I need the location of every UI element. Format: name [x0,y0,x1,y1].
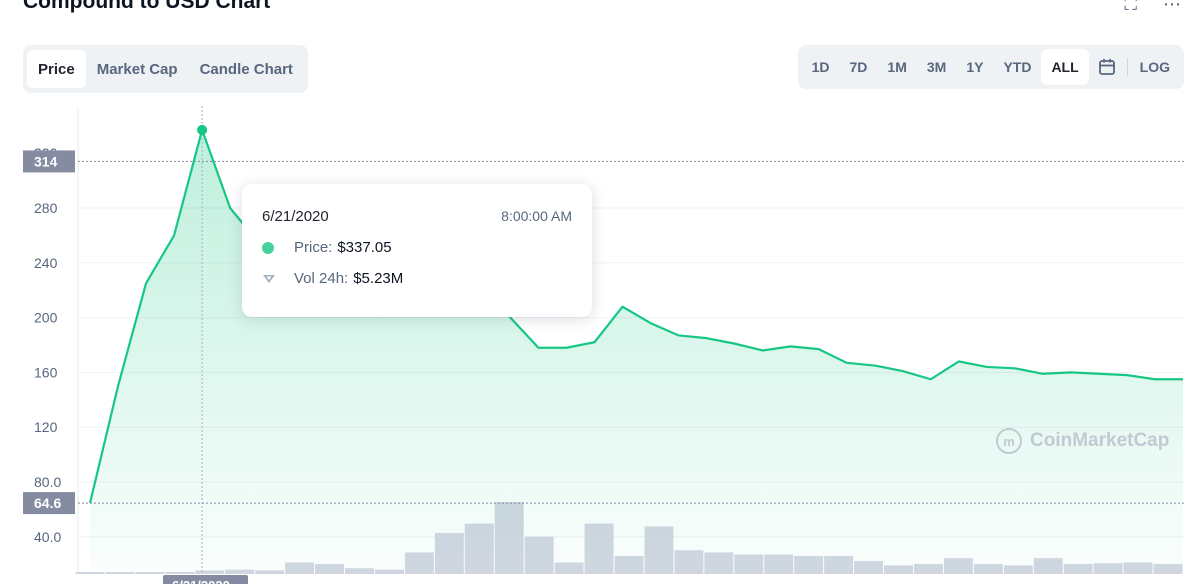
y-tick-label: 240 [34,255,58,271]
marker-label: 64.6 [34,495,61,511]
page-title: Compound to USD Chart [23,0,271,13]
chart-tooltip: 6/21/2020 8:00:00 AM Price: $337.05 Vol … [242,184,592,317]
y-tick-label: 120 [34,419,58,435]
y-tick-label: 80.0 [34,474,61,490]
range-1d[interactable]: 1D [811,59,830,75]
calendar-icon[interactable] [1089,49,1125,85]
coinmarketcap-watermark: m CoinMarketCap [996,428,1169,454]
tooltip-price-value: $337.05 [337,239,392,256]
log-toggle[interactable]: LOG [1139,59,1170,75]
range-7d[interactable]: 7D [849,59,868,75]
date-badge-bg [163,575,248,584]
fullscreen-icon[interactable]: ⛶ [1124,0,1137,14]
tooltip-date: 6/21/2020 [262,208,329,225]
range-ytd[interactable]: YTD [1003,59,1032,75]
tooltip-price-label: Price: [294,239,333,256]
header-icons: ⛶ ⋯ [1124,0,1181,15]
marker-label-bg [23,492,75,515]
tooltip-volume-label: Vol 24h: [294,270,349,287]
range-tabs: 1D 7D 1M 3M 1Y YTD ALL LOG [797,45,1184,89]
volume-bar [75,572,105,574]
date-badge-label: 6/21/2020 [172,578,230,584]
highlight-point [197,124,208,135]
tab-market-cap[interactable]: Market Cap [96,60,178,78]
tooltip-time: 8:00:00 AM [501,208,572,224]
watermark-text: CoinMarketCap [1030,430,1170,451]
more-icon[interactable]: ⋯ [1163,0,1181,14]
y-tick-label: 280 [34,200,58,216]
coinmarketcap-logo-icon: m [996,428,1022,454]
range-1m[interactable]: 1M [887,59,907,75]
range-3m[interactable]: 3M [926,59,947,75]
tab-price[interactable]: Price [27,50,86,88]
view-tabs: Price Market Cap Candle Chart [23,45,308,93]
price-dot-icon [262,241,274,254]
range-divider [1126,58,1128,76]
range-all[interactable]: ALL [1041,49,1089,85]
tab-candle-chart[interactable]: Candle Chart [199,60,293,78]
y-tick-label: 200 [34,310,58,326]
tooltip-volume-value: $5.23M [353,270,404,287]
marker-label-bg [23,150,75,173]
volume-shield-icon [263,274,275,283]
range-1y[interactable]: 1Y [966,59,984,75]
y-tick-label: 160 [34,364,58,380]
marker-label: 314 [34,153,58,169]
price-area [90,129,1183,574]
y-tick-label: 40.0 [34,529,61,545]
